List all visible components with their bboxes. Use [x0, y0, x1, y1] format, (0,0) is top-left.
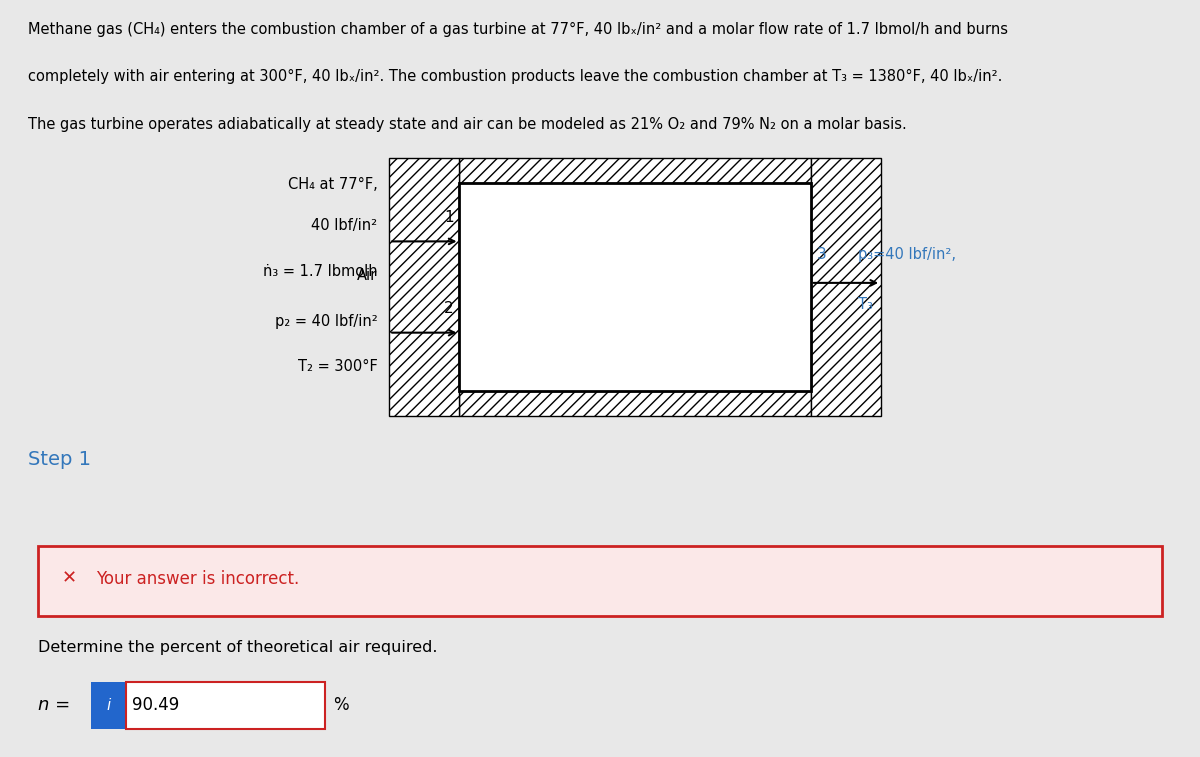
- Bar: [460, 391, 811, 416]
- Text: p₃=40 lbf/in²,: p₃=40 lbf/in²,: [858, 247, 955, 262]
- Text: 1: 1: [444, 210, 454, 225]
- Bar: [126, 682, 325, 729]
- Text: Air: Air: [358, 268, 378, 283]
- Text: n =: n =: [38, 696, 70, 715]
- Text: i: i: [106, 698, 110, 713]
- Bar: [90, 682, 126, 729]
- Text: p₂ = 40 lbf/in²: p₂ = 40 lbf/in²: [275, 313, 378, 329]
- Bar: [460, 183, 811, 391]
- Text: 40 lbf/in²: 40 lbf/in²: [311, 218, 378, 233]
- Text: T₂ = 300°F: T₂ = 300°F: [298, 359, 378, 374]
- Text: completely with air entering at 300°F, 40 lbₓ/in². The combustion products leave: completely with air entering at 300°F, 4…: [29, 69, 1003, 84]
- Text: CH₄ at 77°F,: CH₄ at 77°F,: [288, 176, 378, 192]
- Bar: [38, 546, 1162, 616]
- Text: Determine the percent of theoretical air required.: Determine the percent of theoretical air…: [38, 640, 437, 655]
- Bar: [389, 158, 460, 416]
- Text: 2: 2: [444, 301, 454, 316]
- Text: %: %: [332, 696, 348, 715]
- Text: Your answer is incorrect.: Your answer is incorrect.: [96, 570, 300, 587]
- Text: 90.49: 90.49: [132, 696, 179, 715]
- Text: ✕: ✕: [61, 570, 77, 587]
- Text: ṅ₃ = 1.7 lbmolh: ṅ₃ = 1.7 lbmolh: [263, 263, 378, 279]
- Text: The gas turbine operates adiabatically at steady state and air can be modeled as: The gas turbine operates adiabatically a…: [29, 117, 907, 132]
- Bar: [811, 158, 881, 416]
- Text: Methane gas (CH₄) enters the combustion chamber of a gas turbine at 77°F, 40 lbₓ: Methane gas (CH₄) enters the combustion …: [29, 21, 1008, 36]
- Text: 3: 3: [817, 247, 827, 262]
- Text: Step 1: Step 1: [29, 450, 91, 469]
- Bar: [460, 158, 811, 183]
- Text: T₃: T₃: [858, 297, 872, 312]
